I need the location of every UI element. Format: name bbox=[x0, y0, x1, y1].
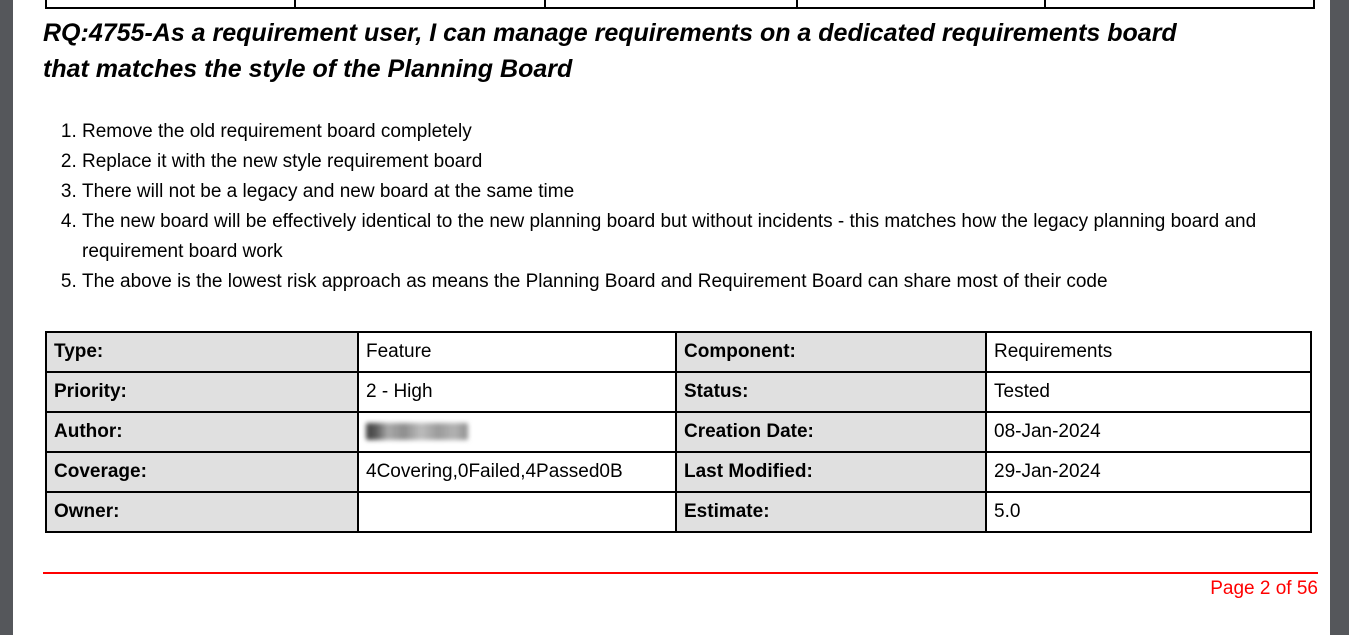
truncated-table-cell bbox=[45, 0, 296, 7]
author-value bbox=[357, 411, 677, 453]
truncated-table-cell bbox=[798, 0, 1046, 7]
estimate-value: 5.0 bbox=[985, 491, 1312, 533]
estimate-label: Estimate: bbox=[675, 491, 987, 533]
truncated-table-cell bbox=[546, 0, 798, 7]
truncated-table-cell bbox=[296, 0, 546, 7]
table-row: Type: Feature Component: Requirements bbox=[45, 331, 1312, 373]
creation-date-value: 08-Jan-2024 bbox=[985, 411, 1312, 453]
requirement-title-line2: that matches the style of the Planning B… bbox=[43, 55, 573, 83]
owner-value bbox=[357, 491, 677, 533]
last-modified-label: Last Modified: bbox=[675, 451, 987, 493]
list-item-3: There will not be a legacy and new board… bbox=[82, 177, 1297, 207]
table-row: Author: Creation Date: 08-Jan-2024 bbox=[45, 411, 1312, 453]
list-item-4: The new board will be effectively identi… bbox=[82, 207, 1297, 267]
details-table: Type: Feature Component: Requirements Pr… bbox=[45, 331, 1312, 533]
component-value: Requirements bbox=[985, 331, 1312, 373]
priority-value: 2 - High bbox=[357, 371, 677, 413]
last-modified-value: 29-Jan-2024 bbox=[985, 451, 1312, 493]
author-value-redacted-blur bbox=[366, 423, 468, 441]
table-row: Coverage: 4Covering,0Failed,4Passed0B La… bbox=[45, 451, 1312, 493]
truncated-table-cell bbox=[1046, 0, 1315, 7]
owner-label: Owner: bbox=[45, 491, 359, 533]
list-item-1: Remove the old requirement board complet… bbox=[82, 117, 1297, 147]
coverage-label: Coverage: bbox=[45, 451, 359, 493]
table-row: Priority: 2 - High Status: Tested bbox=[45, 371, 1312, 413]
status-value: Tested bbox=[985, 371, 1312, 413]
requirements-list: Remove the old requirement board complet… bbox=[45, 117, 1297, 297]
type-label: Type: bbox=[45, 331, 359, 373]
viewer-gutter-right bbox=[1330, 0, 1349, 635]
requirement-title-line1: RQ:4755-As a requirement user, I can man… bbox=[43, 19, 1177, 47]
author-label: Author: bbox=[45, 411, 359, 453]
priority-label: Priority: bbox=[45, 371, 359, 413]
viewer-gutter-left bbox=[0, 0, 13, 635]
page-number: Page 2 of 56 bbox=[1210, 578, 1318, 599]
table-row: Owner: Estimate: 5.0 bbox=[45, 491, 1312, 533]
component-label: Component: bbox=[675, 331, 987, 373]
requirement-title: RQ:4755-As a requirement user, I can man… bbox=[43, 15, 1323, 87]
status-label: Status: bbox=[675, 371, 987, 413]
footer-divider-rule bbox=[43, 572, 1318, 574]
coverage-value: 4Covering,0Failed,4Passed0B bbox=[357, 451, 677, 493]
type-value: Feature bbox=[357, 331, 677, 373]
list-item-5: The above is the lowest risk approach as… bbox=[82, 267, 1297, 297]
truncated-table-top-edge bbox=[45, 0, 1315, 9]
creation-date-label: Creation Date: bbox=[675, 411, 987, 453]
list-item-2: Replace it with the new style requiremen… bbox=[82, 147, 1297, 177]
